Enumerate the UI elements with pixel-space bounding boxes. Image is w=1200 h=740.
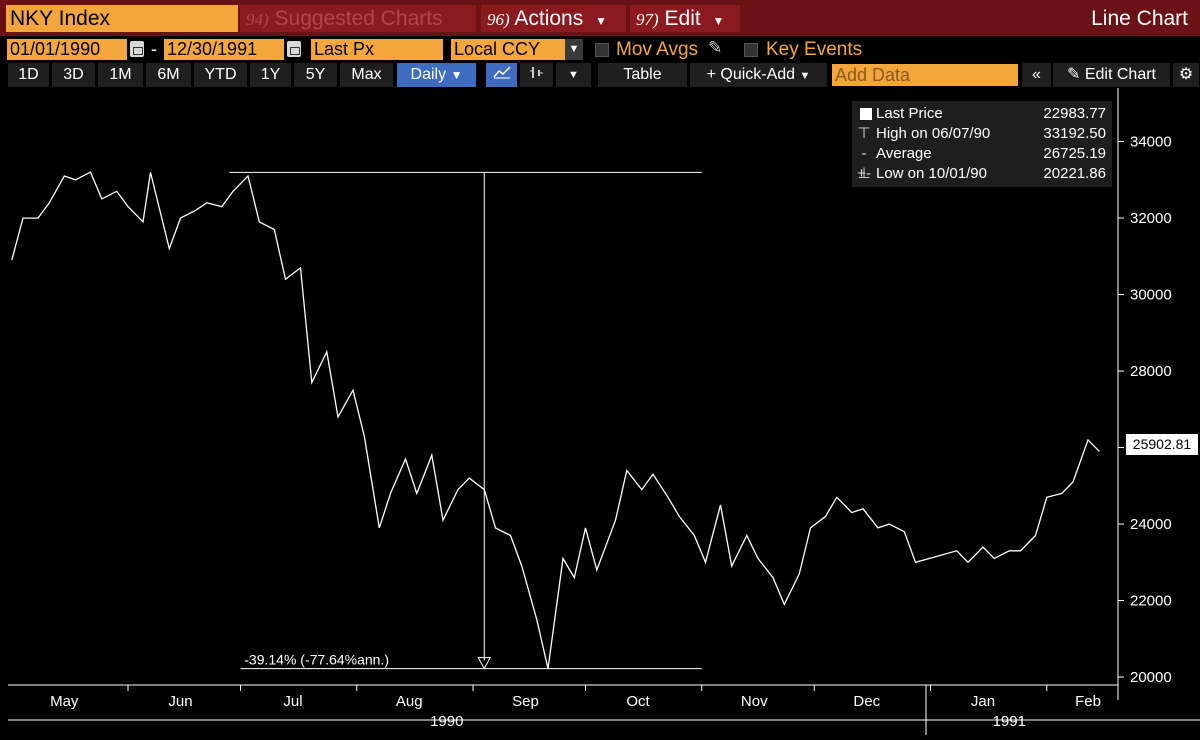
y-tick-label: 34000 — [1130, 134, 1172, 151]
y-tick-label: 32000 — [1130, 210, 1172, 227]
pencil-icon: ✎ — [1067, 66, 1081, 83]
calendar-icon[interactable] — [130, 41, 144, 57]
chevron-down-icon[interactable]: ▼ — [565, 39, 583, 60]
legend-value: 33192.50 — [1043, 125, 1106, 142]
legend-name: Low on 10/01/90 — [876, 165, 987, 182]
y-tick-label: 20000 — [1130, 669, 1172, 686]
title-bar: NKY Index 94) Suggested Charts 96) Actio… — [0, 0, 1200, 36]
key-events-label: Key Events — [766, 39, 863, 60]
calendar-icon[interactable] — [287, 41, 301, 57]
year-label: 1991 — [993, 713, 1026, 730]
y-tick-label: 28000 — [1130, 363, 1172, 380]
quick-add-label: + Quick-Add — [706, 66, 796, 83]
bar-chart-icon[interactable] — [520, 63, 554, 87]
controls-bar: 01/01/1990 - 12/30/1991 Last Px Local CC… — [0, 37, 1200, 62]
line-chart-icon[interactable] — [486, 63, 518, 87]
edit-chart-label: Edit Chart — [1084, 66, 1156, 83]
arrow-head — [477, 657, 492, 670]
period-ytd-button[interactable]: YTD — [194, 63, 248, 87]
legend-value: 20221.86 — [1043, 165, 1106, 182]
actions-number: 96) — [487, 10, 510, 29]
table-button[interactable]: Table — [598, 63, 688, 87]
ticker-field[interactable]: NKY Index — [6, 5, 238, 32]
period-max-button[interactable]: Max — [340, 63, 394, 87]
chevron-down-icon: ▼ — [450, 68, 463, 82]
x-tick-label: Oct — [626, 693, 650, 710]
end-date-field[interactable]: 12/30/1991 — [164, 39, 284, 60]
period-5y-button[interactable]: 5Y — [294, 63, 338, 87]
actions-label: Actions — [514, 7, 584, 30]
chart-axes — [8, 88, 1200, 735]
gear-icon[interactable]: ⚙ — [1173, 63, 1200, 87]
toolbar: 1D 3D 1M 6M YTD 1Y 5Y Max Daily ▼ ▼ Tabl… — [0, 63, 1200, 87]
edit-label: Edit — [664, 7, 701, 30]
legend-value: 26725.19 — [1043, 145, 1106, 162]
x-tick-label: Nov — [741, 693, 768, 710]
date-separator: - — [151, 39, 157, 59]
start-date-field[interactable]: 01/01/1990 — [7, 39, 127, 60]
y-tick-label: 24000 — [1130, 516, 1172, 533]
actions-menu[interactable]: 96) Actions ▼ — [481, 5, 626, 32]
legend-low: ⊥ Low on 10/01/90 20221.86 — [856, 164, 1108, 184]
chart-legend: Last Price 22983.77 ⊤ High on 06/07/90 3… — [852, 101, 1112, 187]
y-tick-label: 30000 — [1130, 287, 1172, 304]
legend-value: 22983.77 — [1043, 105, 1106, 122]
mov-avgs-checkbox[interactable] — [595, 43, 609, 57]
chevron-down-icon: ▼ — [595, 14, 607, 28]
last-value-label: 25902.81 — [1126, 434, 1198, 455]
price-line — [11, 171, 1100, 669]
collapse-left-icon[interactable]: « — [1022, 63, 1052, 87]
add-data-input[interactable]: Add Data — [832, 64, 1018, 86]
year-label: 1990 — [430, 713, 463, 730]
legend-average: -+- Average 26725.19 — [856, 144, 1108, 182]
mov-avgs-label: Mov Avgs — [616, 39, 699, 60]
period-3d-button[interactable]: 3D — [52, 63, 96, 87]
period-1m-button[interactable]: 1M — [98, 63, 144, 87]
currency-select[interactable]: Local CCY — [451, 39, 565, 60]
chevron-down-icon: ▼ — [799, 70, 811, 82]
legend-high: ⊤ High on 06/07/90 33192.50 — [856, 124, 1108, 144]
square-icon — [860, 108, 872, 120]
suggested-charts-menu[interactable]: 94) Suggested Charts — [240, 5, 476, 32]
edit-number: 97) — [636, 10, 659, 29]
frequency-label: Daily — [410, 66, 447, 83]
chart-canvas: 2000022000240002600028000300003200034000… — [8, 88, 1200, 735]
suggested-label: Suggested Charts — [274, 7, 443, 30]
field-select[interactable]: Last Px — [311, 39, 443, 60]
x-tick-label: Sep — [512, 693, 539, 710]
x-tick-label: Dec — [853, 693, 880, 710]
view-title: Line Chart — [1091, 7, 1188, 30]
edit-chart-button[interactable]: ✎ Edit Chart — [1053, 63, 1171, 87]
chevron-down-icon: ▼ — [712, 14, 725, 28]
frequency-select[interactable]: Daily ▼ — [397, 63, 477, 87]
x-tick-label: May — [50, 693, 79, 710]
drawdown-label: -39.14% (-77.64%ann.) — [244, 652, 389, 668]
legend-name: Average — [876, 145, 932, 162]
price-chart[interactable]: 2000022000240002600028000300003200034000… — [0, 88, 1200, 735]
key-events-checkbox[interactable] — [744, 43, 758, 57]
quick-add-button[interactable]: + Quick-Add ▼ — [690, 63, 828, 87]
x-tick-label: Aug — [396, 693, 423, 710]
legend-name: High on 06/07/90 — [876, 125, 991, 142]
chevron-down-icon[interactable]: ▼ — [556, 63, 592, 87]
low-marker-icon: ⊥ — [857, 165, 871, 182]
x-tick-label: Jan — [971, 693, 995, 710]
period-1y-button[interactable]: 1Y — [250, 63, 292, 87]
average-marker-icon: -+- — [857, 145, 871, 182]
x-tick-label: Jun — [168, 693, 192, 710]
legend-name: Last Price — [876, 105, 943, 122]
y-tick-label: 22000 — [1130, 593, 1172, 610]
edit-menu[interactable]: 97) Edit ▼ — [630, 5, 740, 32]
period-1d-button[interactable]: 1D — [8, 63, 50, 87]
suggested-number: 94) — [246, 10, 269, 29]
pencil-icon[interactable]: ✎ — [708, 38, 723, 57]
x-tick-label: Feb — [1075, 693, 1101, 710]
period-6m-button[interactable]: 6M — [146, 63, 192, 87]
high-marker-icon: ⊤ — [857, 125, 871, 142]
x-tick-label: Jul — [283, 693, 302, 710]
legend-last-price: Last Price 22983.77 — [856, 104, 1108, 124]
